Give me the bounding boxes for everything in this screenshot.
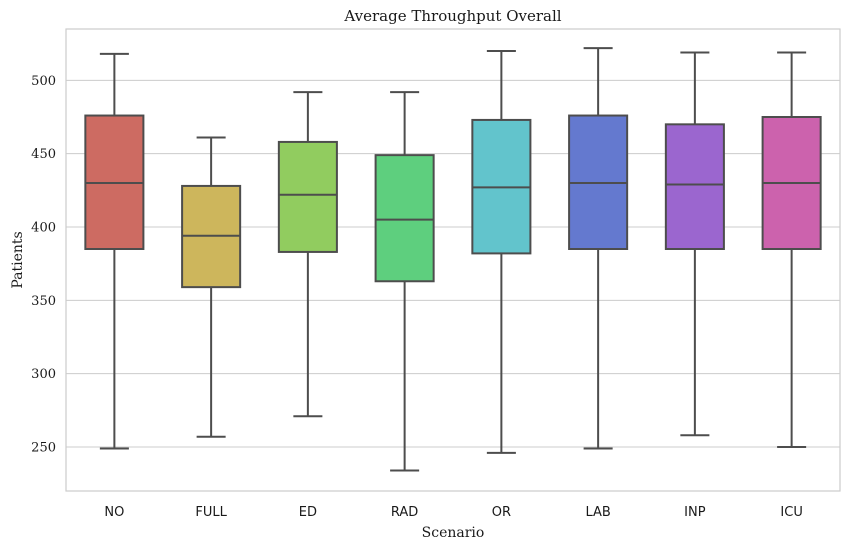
x-tick-label: OR [492, 505, 511, 520]
iqr-box [664, 123, 725, 250]
box-or [471, 50, 532, 454]
box-icu [761, 51, 822, 448]
iqr-box [374, 154, 435, 283]
x-axis-ticks: NO FULL ED RAD OR LAB INP ICU [104, 505, 802, 520]
x-tick-label: NO [104, 505, 124, 520]
x-tick-label: ED [299, 505, 317, 520]
x-axis-label: Scenario [422, 525, 485, 541]
boxes [84, 47, 822, 472]
box-full [181, 136, 242, 438]
plot-border [65, 28, 841, 492]
y-tick-label: 500 [31, 74, 56, 89]
y-axis-label: Patients [10, 231, 26, 288]
y-tick-label: 300 [31, 367, 56, 382]
x-tick-label: RAD [391, 505, 418, 520]
box-inp [664, 51, 725, 437]
y-axis-ticks: 250 300 350 400 450 500 [31, 74, 56, 456]
y-tick-label: 350 [31, 294, 56, 309]
box-lab [568, 47, 629, 450]
plot-frame [65, 28, 841, 492]
x-tick-label: ICU [780, 505, 802, 520]
y-tick-label: 400 [31, 221, 56, 236]
y-tick-label: 250 [31, 441, 56, 456]
box-ed [277, 91, 338, 418]
x-tick-label: FULL [195, 505, 227, 520]
y-tick-label: 450 [31, 147, 56, 162]
x-tick-label: INP [684, 505, 706, 520]
x-tick-label: LAB [585, 505, 610, 520]
box-rad [374, 91, 435, 472]
box-no [84, 52, 145, 450]
iqr-box [277, 140, 338, 253]
chart-title: Average Throughput Overall [343, 7, 561, 25]
